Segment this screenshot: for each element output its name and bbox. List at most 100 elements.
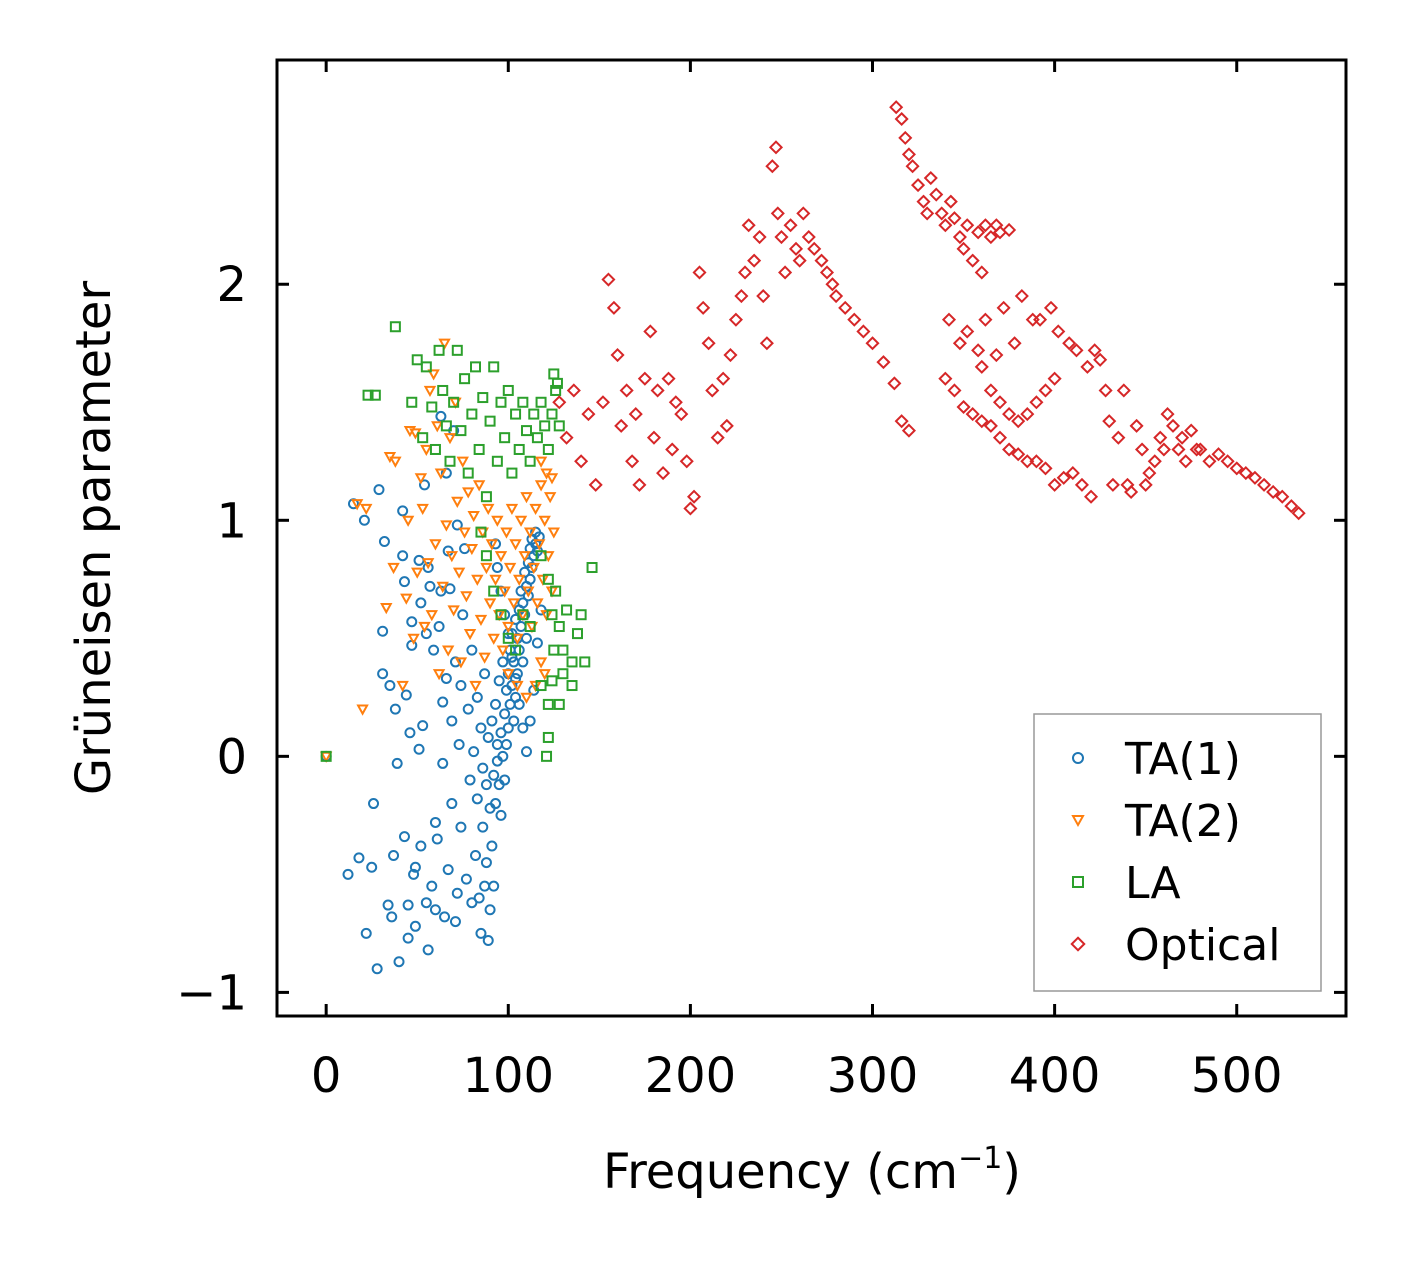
data-point xyxy=(524,621,536,633)
data-point xyxy=(978,218,993,233)
data-point xyxy=(506,467,518,479)
data-point xyxy=(438,338,451,350)
data-point xyxy=(451,887,463,899)
data-point xyxy=(978,312,993,327)
data-point xyxy=(534,480,548,492)
data-points-layer xyxy=(319,100,1306,975)
data-point xyxy=(480,491,492,503)
data-point xyxy=(470,849,482,861)
x-tick-label: 0 xyxy=(311,1048,342,1104)
data-point xyxy=(451,496,464,508)
data-point xyxy=(371,963,383,975)
data-point xyxy=(887,376,902,391)
data-point xyxy=(829,289,844,304)
data-point xyxy=(488,361,500,373)
data-point xyxy=(952,229,967,245)
data-point xyxy=(440,520,453,532)
data-point xyxy=(934,206,949,221)
data-point xyxy=(901,147,916,162)
data-point xyxy=(465,544,479,556)
data-point xyxy=(457,609,469,621)
data-point xyxy=(637,371,652,386)
data-point xyxy=(889,100,904,115)
data-point xyxy=(668,395,683,410)
data-point xyxy=(496,645,510,657)
data-point xyxy=(1020,454,1035,469)
data-point xyxy=(520,492,533,504)
data-point xyxy=(792,253,807,268)
data-point xyxy=(513,574,526,586)
data-point xyxy=(377,625,389,637)
data-point xyxy=(814,253,829,268)
data-point xyxy=(414,473,428,485)
data-point xyxy=(737,265,753,280)
data-point xyxy=(686,489,702,504)
data-point xyxy=(1033,312,1048,327)
data-point xyxy=(610,348,625,363)
data-point xyxy=(393,956,405,968)
legend-marker xyxy=(1071,815,1085,828)
data-point xyxy=(502,384,514,396)
data-point xyxy=(547,527,561,539)
data-point xyxy=(559,430,574,445)
data-point xyxy=(534,456,548,468)
data-point xyxy=(460,591,473,603)
data-point xyxy=(1202,454,1217,469)
data-point xyxy=(404,727,416,739)
ticks-layer: 0 100 200 300 400 500 −1 0 1 2 xyxy=(176,60,1346,1104)
data-point xyxy=(517,396,529,408)
data-point xyxy=(511,633,524,645)
data-point xyxy=(1020,407,1035,422)
data-point xyxy=(960,218,975,233)
data-point xyxy=(1029,395,1044,410)
data-point xyxy=(531,432,543,444)
data-point xyxy=(495,609,507,621)
data-point xyxy=(445,551,459,563)
data-point xyxy=(490,798,502,810)
data-point xyxy=(546,408,558,420)
data-point xyxy=(765,159,780,174)
data-point xyxy=(1087,343,1102,358)
data-point xyxy=(452,567,466,579)
data-point xyxy=(407,633,420,645)
data-point xyxy=(398,831,410,843)
data-point xyxy=(497,656,509,668)
data-point xyxy=(446,715,458,727)
data-point xyxy=(534,657,548,669)
data-point xyxy=(517,722,529,734)
data-point xyxy=(1238,466,1253,481)
data-point xyxy=(759,336,774,351)
data-point xyxy=(510,644,522,656)
data-point xyxy=(586,562,598,574)
data-point xyxy=(543,492,557,504)
data-point xyxy=(929,187,944,202)
data-point xyxy=(1153,430,1168,445)
data-point xyxy=(431,421,444,433)
data-point xyxy=(490,698,502,710)
data-point xyxy=(431,833,443,845)
data-point xyxy=(397,550,409,562)
data-point xyxy=(443,433,457,445)
data-point xyxy=(416,503,429,516)
data-point xyxy=(455,680,467,692)
data-point xyxy=(484,415,496,427)
x-axis-title: Frequency (cm−1) xyxy=(603,1141,1021,1200)
data-point xyxy=(520,746,532,758)
data-point xyxy=(1178,454,1193,469)
data-point xyxy=(535,550,547,562)
data-point xyxy=(400,689,412,701)
data-point xyxy=(524,715,536,727)
data-point xyxy=(1011,414,1026,429)
data-point xyxy=(905,159,920,174)
data-point xyxy=(1014,289,1029,304)
data-point xyxy=(1165,418,1181,433)
data-point xyxy=(894,111,909,127)
data-point xyxy=(434,468,448,480)
data-point xyxy=(494,551,508,563)
data-point xyxy=(426,880,438,892)
series-la xyxy=(320,321,598,762)
data-point xyxy=(819,265,835,280)
data-point xyxy=(497,750,509,762)
data-point xyxy=(542,731,554,743)
data-point xyxy=(441,645,455,657)
